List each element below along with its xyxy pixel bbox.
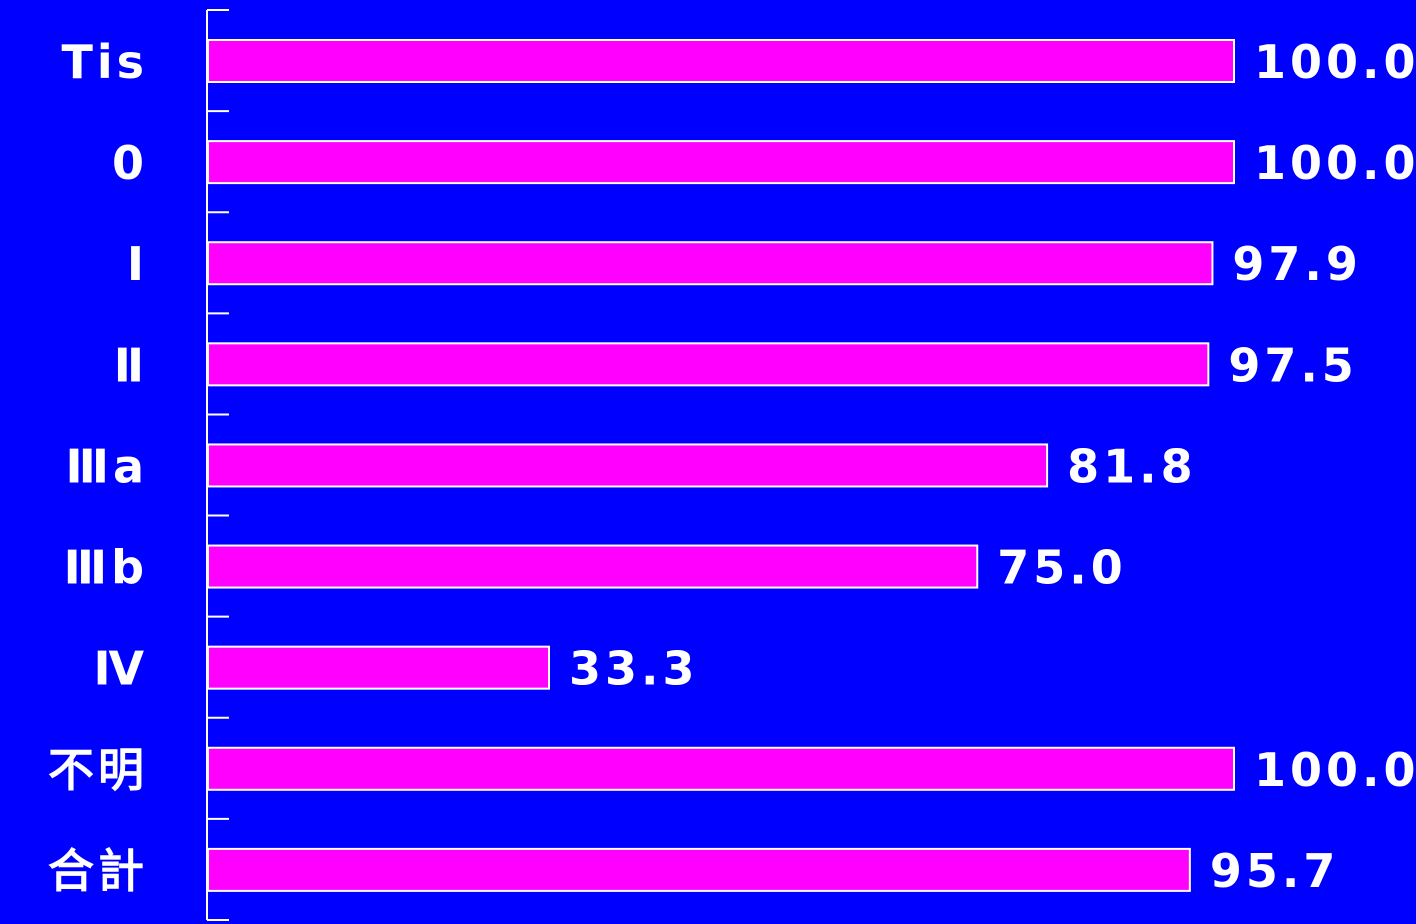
category-label: Ⅲa — [65, 439, 148, 493]
data-label: 97.9 — [1232, 237, 1362, 291]
data-label: 75.0 — [997, 541, 1127, 595]
category-label: Ⅳ — [93, 642, 148, 696]
bar — [207, 140, 1235, 185]
bar — [207, 342, 1210, 387]
category-label: Ⅲb — [64, 541, 148, 595]
data-label: 100.0 — [1254, 136, 1416, 190]
bars-layer — [207, 39, 1235, 892]
bar — [207, 544, 979, 589]
data-label: 100.0 — [1254, 35, 1416, 89]
bar — [207, 847, 1191, 892]
category-label: Tis — [61, 35, 148, 89]
category-label: 不明 — [48, 743, 148, 797]
category-label: Ⅰ — [127, 237, 148, 291]
bar — [207, 241, 1214, 286]
data-label: 81.8 — [1067, 439, 1197, 493]
bar — [207, 645, 550, 690]
data-label: 97.5 — [1228, 338, 1358, 392]
bar — [207, 746, 1235, 791]
data-label: 100.0 — [1254, 743, 1416, 797]
data-label: 33.3 — [569, 642, 699, 696]
category-label: Ⅱ — [114, 338, 148, 392]
labels-layer: Tis 100.0 0 100.0 Ⅰ 97.9 Ⅱ 97.5 Ⅲa 81.8 Ⅲb 75.0 Ⅳ 33.… — [48, 35, 1416, 898]
bar — [207, 443, 1049, 488]
category-label: 0 — [112, 136, 148, 190]
bar — [207, 39, 1235, 83]
category-label: 合計 — [48, 844, 148, 898]
data-label: 95.7 — [1210, 844, 1340, 898]
